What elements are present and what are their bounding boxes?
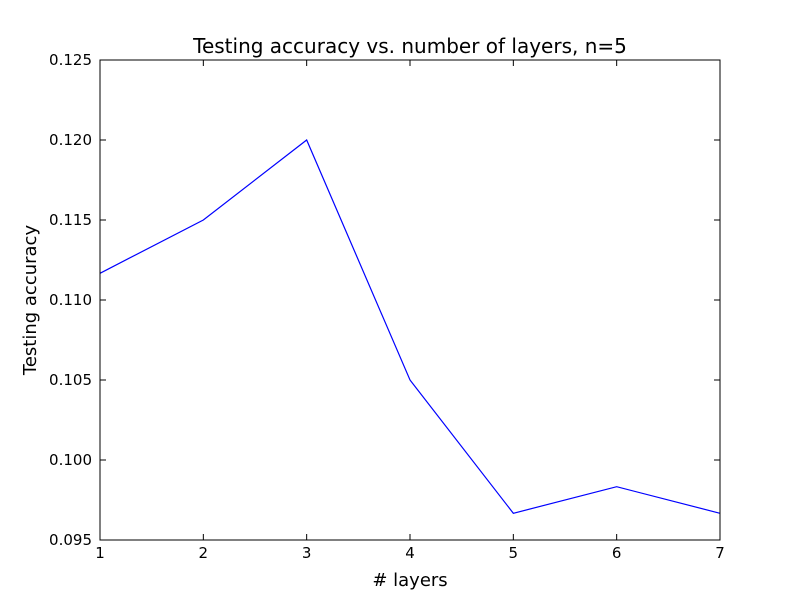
y-tick-label: 0.125	[49, 51, 92, 69]
y-axis: 0.095 0.100 0.105 0.110 0.115 0.120 0.125	[49, 51, 720, 549]
chart-title: Testing accuracy vs. number of layers, n…	[192, 34, 627, 58]
x-axis: 1 2 3 4 5 6 7	[95, 60, 725, 562]
plot-frame	[99, 59, 721, 541]
plot-area	[99, 139, 721, 514]
x-tick-label: 1	[95, 544, 105, 562]
y-tick-label: 0.105	[49, 371, 92, 389]
x-tick-label: 5	[509, 544, 519, 562]
y-tick-label: 0.095	[49, 531, 92, 549]
x-axis-label: # layers	[372, 570, 447, 591]
x-tick-label: 6	[612, 544, 622, 562]
series-line	[99, 139, 721, 514]
x-tick-label: 7	[715, 544, 725, 562]
y-axis-label: Testing accuracy	[20, 225, 41, 377]
x-tick-label: 3	[302, 544, 312, 562]
x-tick-label: 2	[199, 544, 209, 562]
y-tick-label: 0.110	[49, 291, 92, 309]
y-tick-label: 0.100	[49, 451, 92, 469]
y-tick-label: 0.120	[49, 131, 92, 149]
y-tick-label: 0.115	[49, 211, 92, 229]
x-tick-label: 4	[405, 544, 415, 562]
